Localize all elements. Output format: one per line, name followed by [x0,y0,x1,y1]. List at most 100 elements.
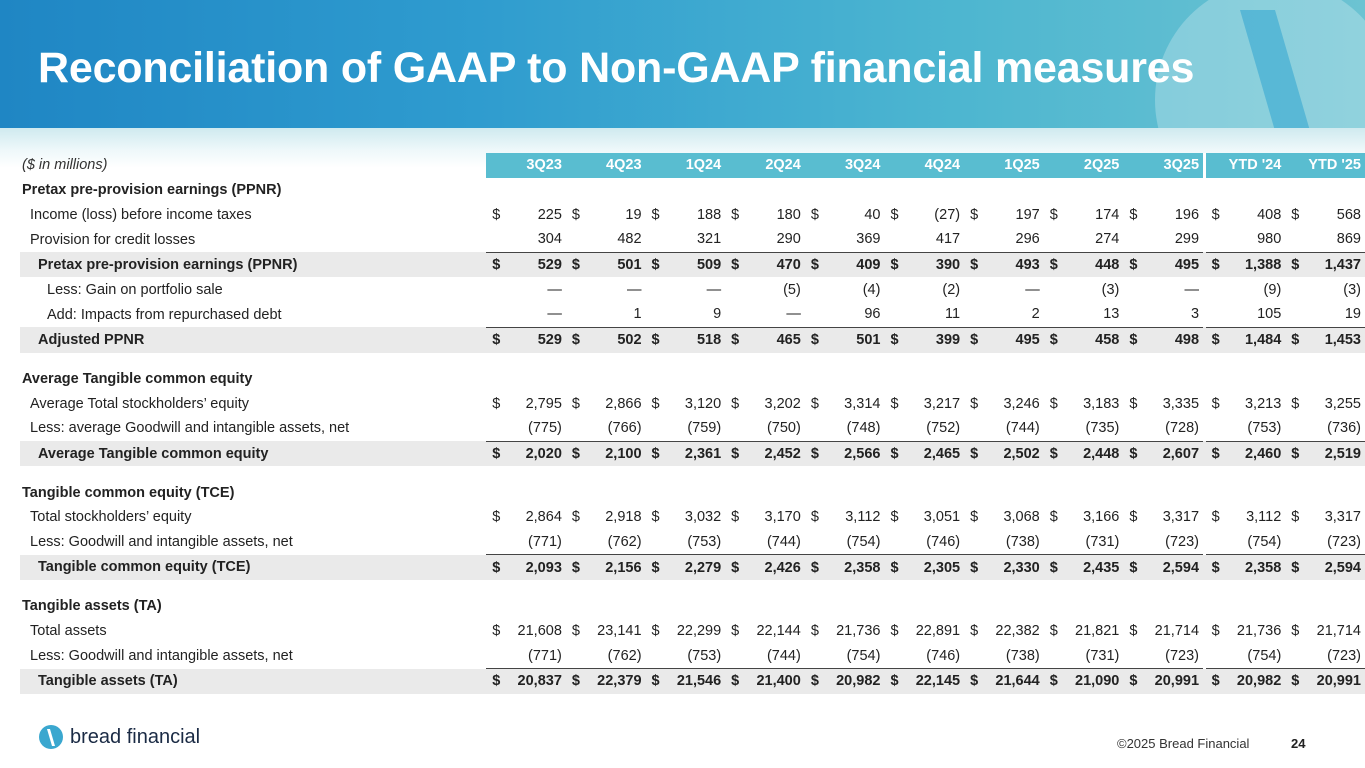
currency-symbol: $ [1043,554,1069,580]
cell-value: 2 [988,302,1044,328]
cell-value [1148,580,1203,594]
currency-symbol: $ [1129,509,1138,526]
cell-value [1148,466,1203,480]
cell-value: 529 [510,252,566,278]
currency-symbol [1123,277,1148,302]
cell-value [989,178,1044,203]
currency-symbol [805,594,830,619]
bread-logo-icon [39,725,63,749]
currency-symbol [964,367,989,392]
currency-symbol [486,277,511,302]
currency-symbol [566,480,591,505]
currency-symbol [884,466,909,480]
currency-symbol [566,466,591,480]
cell-value: 498 [1147,327,1204,353]
column-gap [1203,480,1206,505]
cell-value: 493 [988,252,1044,278]
cell-value: 22,145 [909,668,965,694]
currency-symbol [1206,277,1231,302]
currency-symbol [1123,643,1148,670]
currency-symbol [884,480,909,505]
currency-symbol [486,594,511,619]
cell-value: 19 [1309,302,1365,328]
cell-value: 2,594 [1309,554,1365,580]
currency-symbol: $ [731,206,740,223]
row-label [20,580,486,594]
table-row: Average Tangible common equity $2,020 $2,1… [20,441,1365,467]
currency-symbol [1285,277,1310,302]
cell-value: 2,465 [909,441,965,467]
cell-value [909,466,964,480]
cell-value: 2,452 [749,441,805,467]
currency-symbol [1285,480,1310,505]
currency-symbol: $ [725,327,750,353]
currency-symbol [645,643,671,670]
cell-value [909,580,964,594]
cell-value [670,178,725,203]
currency-symbol [1205,227,1231,253]
cell-value: 2,866 [605,395,642,412]
cell-value: 399 [909,327,965,353]
currency-symbol [1123,178,1148,203]
currency-symbol: $ [486,668,511,694]
row-label: Less: Goodwill and intangible assets, ne… [30,647,293,664]
cell-value [1148,353,1203,367]
cell-value: 3,246 [1003,395,1040,412]
currency-symbol: $ [970,623,979,640]
column-header: 1Q25 [964,153,1044,178]
currency-symbol [805,580,830,594]
currency-symbol: $ [890,623,899,640]
currency-symbol: $ [571,395,580,412]
column-gap [1203,227,1206,253]
currency-symbol [1123,227,1148,253]
currency-symbol: $ [725,554,750,580]
currency-symbol [725,594,750,619]
spacer-row [20,352,1365,367]
table-row: Less: average Goodwill and intangible as… [20,415,1365,442]
cell-value: 3,317 [1324,509,1361,526]
currency-symbol [884,580,909,594]
cell-value [1230,178,1285,203]
cell-value [750,466,805,480]
cell-value: 2,020 [510,441,566,467]
cell-value [1068,480,1123,505]
cell-value: 869 [1309,227,1365,253]
cell-value: 409 [829,252,885,278]
cell-value: 1 [590,302,646,328]
cell-value: 20,837 [510,668,566,694]
currency-symbol [805,353,830,367]
cell-value [590,480,645,505]
currency-symbol [725,178,750,203]
cell-value: 21,400 [749,668,805,694]
cell-value [750,480,805,505]
currency-symbol: $ [970,509,979,526]
currency-symbol [804,643,830,670]
cell-value [511,367,566,392]
row-label: Pretax pre-provision earnings (PPNR) [22,182,282,199]
column-header: 3Q23 [486,153,566,178]
cell-value: 321 [670,227,726,253]
currency-symbol [964,466,989,480]
cell-value [829,367,884,392]
currency-symbol: $ [964,554,989,580]
currency-symbol [565,529,591,556]
currency-symbol [884,643,910,670]
column-gap [1203,668,1206,694]
currency-symbol: $ [645,441,671,467]
cell-value [829,480,884,505]
currency-symbol: $ [645,554,671,580]
column-gap [1203,554,1206,580]
cell-value [511,466,566,480]
cell-value: 22,379 [590,668,646,694]
currency-symbol [1043,529,1069,556]
cell-value: 390 [909,252,965,278]
cell-value [511,353,566,367]
cell-value: 2,426 [749,554,805,580]
cell-value: 448 [1068,252,1124,278]
spacer-row [20,580,1365,594]
cell-value: 3,032 [684,509,722,526]
cell-value [670,353,725,367]
currency-symbol: $ [725,668,750,694]
currency-symbol [486,580,511,594]
currency-symbol [725,353,750,367]
